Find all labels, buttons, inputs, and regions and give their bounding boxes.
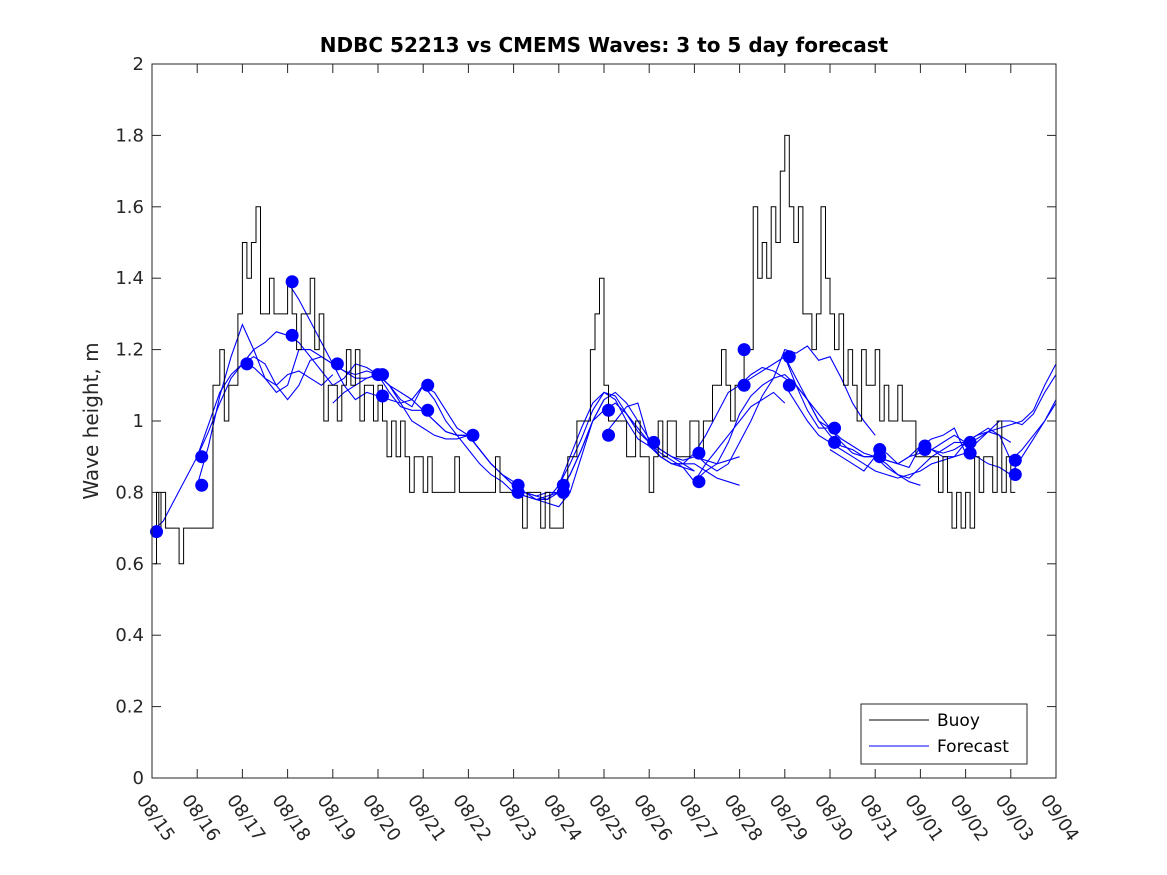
y-tick-label: 1.8	[115, 125, 144, 146]
forecast-series-line	[784, 385, 966, 479]
forecast-start-point	[918, 443, 932, 457]
x-tick-label: 09/02	[946, 791, 993, 846]
y-tick-label: 0	[133, 768, 144, 789]
x-tick-label: 08/28	[720, 791, 767, 846]
forecast-start-point	[150, 525, 164, 539]
forecast-start-point	[421, 378, 435, 392]
plot-area	[152, 64, 1056, 778]
forecast-start-point	[1008, 453, 1022, 467]
forecast-start-point	[692, 446, 706, 460]
x-tick-label: 08/27	[674, 791, 721, 846]
forecast-series-line	[694, 373, 876, 483]
y-tick-label: 1.2	[115, 340, 144, 361]
forecast-start-point	[195, 450, 209, 464]
forecast-start-point	[602, 403, 616, 417]
x-tick-label: 08/26	[629, 791, 676, 846]
axes-box	[151, 63, 1057, 779]
x-tick-label: 08/21	[403, 791, 450, 846]
y-tick-label: 0.4	[115, 625, 144, 646]
x-tick-label: 08/16	[177, 791, 224, 846]
forecast-start-point	[285, 328, 299, 342]
y-tick-label: 2	[133, 54, 144, 75]
forecast-start-point	[828, 421, 842, 435]
legend: Buoy Forecast	[860, 703, 1028, 765]
forecast-start-point	[1008, 468, 1022, 482]
x-tick-label: 08/17	[222, 791, 269, 846]
x-tick-label: 09/03	[991, 791, 1038, 846]
x-tick-label: 08/29	[765, 791, 812, 846]
x-tick-label: 08/22	[448, 791, 495, 846]
x-tick-label: 08/15	[132, 791, 179, 846]
y-tick-label: 0.8	[115, 482, 144, 503]
forecast-series-line	[739, 366, 921, 486]
forecast-start-point	[195, 478, 209, 492]
legend-buoy-label: Buoy	[937, 711, 980, 731]
forecast-start-point	[737, 343, 751, 357]
forecast-start-point	[511, 485, 525, 499]
x-tick-label: 08/31	[855, 791, 902, 846]
forecast-start-point	[376, 389, 390, 403]
forecast-start-point	[466, 428, 480, 442]
forecast-start-point	[285, 275, 299, 289]
forecast-start-point	[737, 378, 751, 392]
x-tick-label: 08/18	[268, 791, 315, 846]
forecast-start-point	[647, 435, 661, 449]
forecast-start-point	[371, 368, 385, 382]
x-tick-label: 08/30	[810, 791, 857, 846]
forecast-start-point	[828, 435, 842, 449]
x-tick-label: 09/04	[1036, 791, 1083, 846]
forecast-start-point	[782, 350, 796, 364]
x-tick-label: 08/23	[494, 791, 541, 846]
forecast-start-point	[692, 475, 706, 489]
forecast-start-point	[421, 403, 435, 417]
legend-box	[860, 703, 1028, 765]
y-tick-label: 1.6	[115, 197, 144, 218]
legend-forecast-label: Forecast	[937, 737, 1009, 757]
forecast-start-point	[873, 450, 887, 464]
forecast-start-point	[330, 357, 344, 371]
forecast-start-point	[556, 478, 570, 492]
y-tick-label: 1.4	[115, 268, 144, 289]
forecast-start-point	[240, 357, 254, 371]
forecast-start-point	[782, 378, 796, 392]
x-tick-label: 09/01	[900, 791, 947, 846]
forecast-start-point	[963, 446, 977, 460]
forecast-series-line	[196, 356, 379, 457]
forecast-start-point	[963, 435, 977, 449]
x-tick-label: 08/19	[313, 791, 360, 846]
y-tick-label: 0.2	[115, 697, 144, 718]
y-axis-label: Wave height, m	[79, 342, 103, 499]
buoy-series-line	[154, 134, 1016, 565]
x-tick-label: 08/25	[584, 791, 631, 846]
forecast-start-point	[602, 428, 616, 442]
forecast-series-line	[694, 345, 876, 472]
x-tick-label: 08/24	[539, 791, 586, 846]
y-tick-label: 1	[133, 411, 144, 432]
chart-title: NDBC 52213 vs CMEMS Waves: 3 to 5 day fo…	[320, 33, 889, 57]
x-tick-label: 08/20	[358, 791, 405, 846]
y-tick-label: 0.6	[115, 554, 144, 575]
